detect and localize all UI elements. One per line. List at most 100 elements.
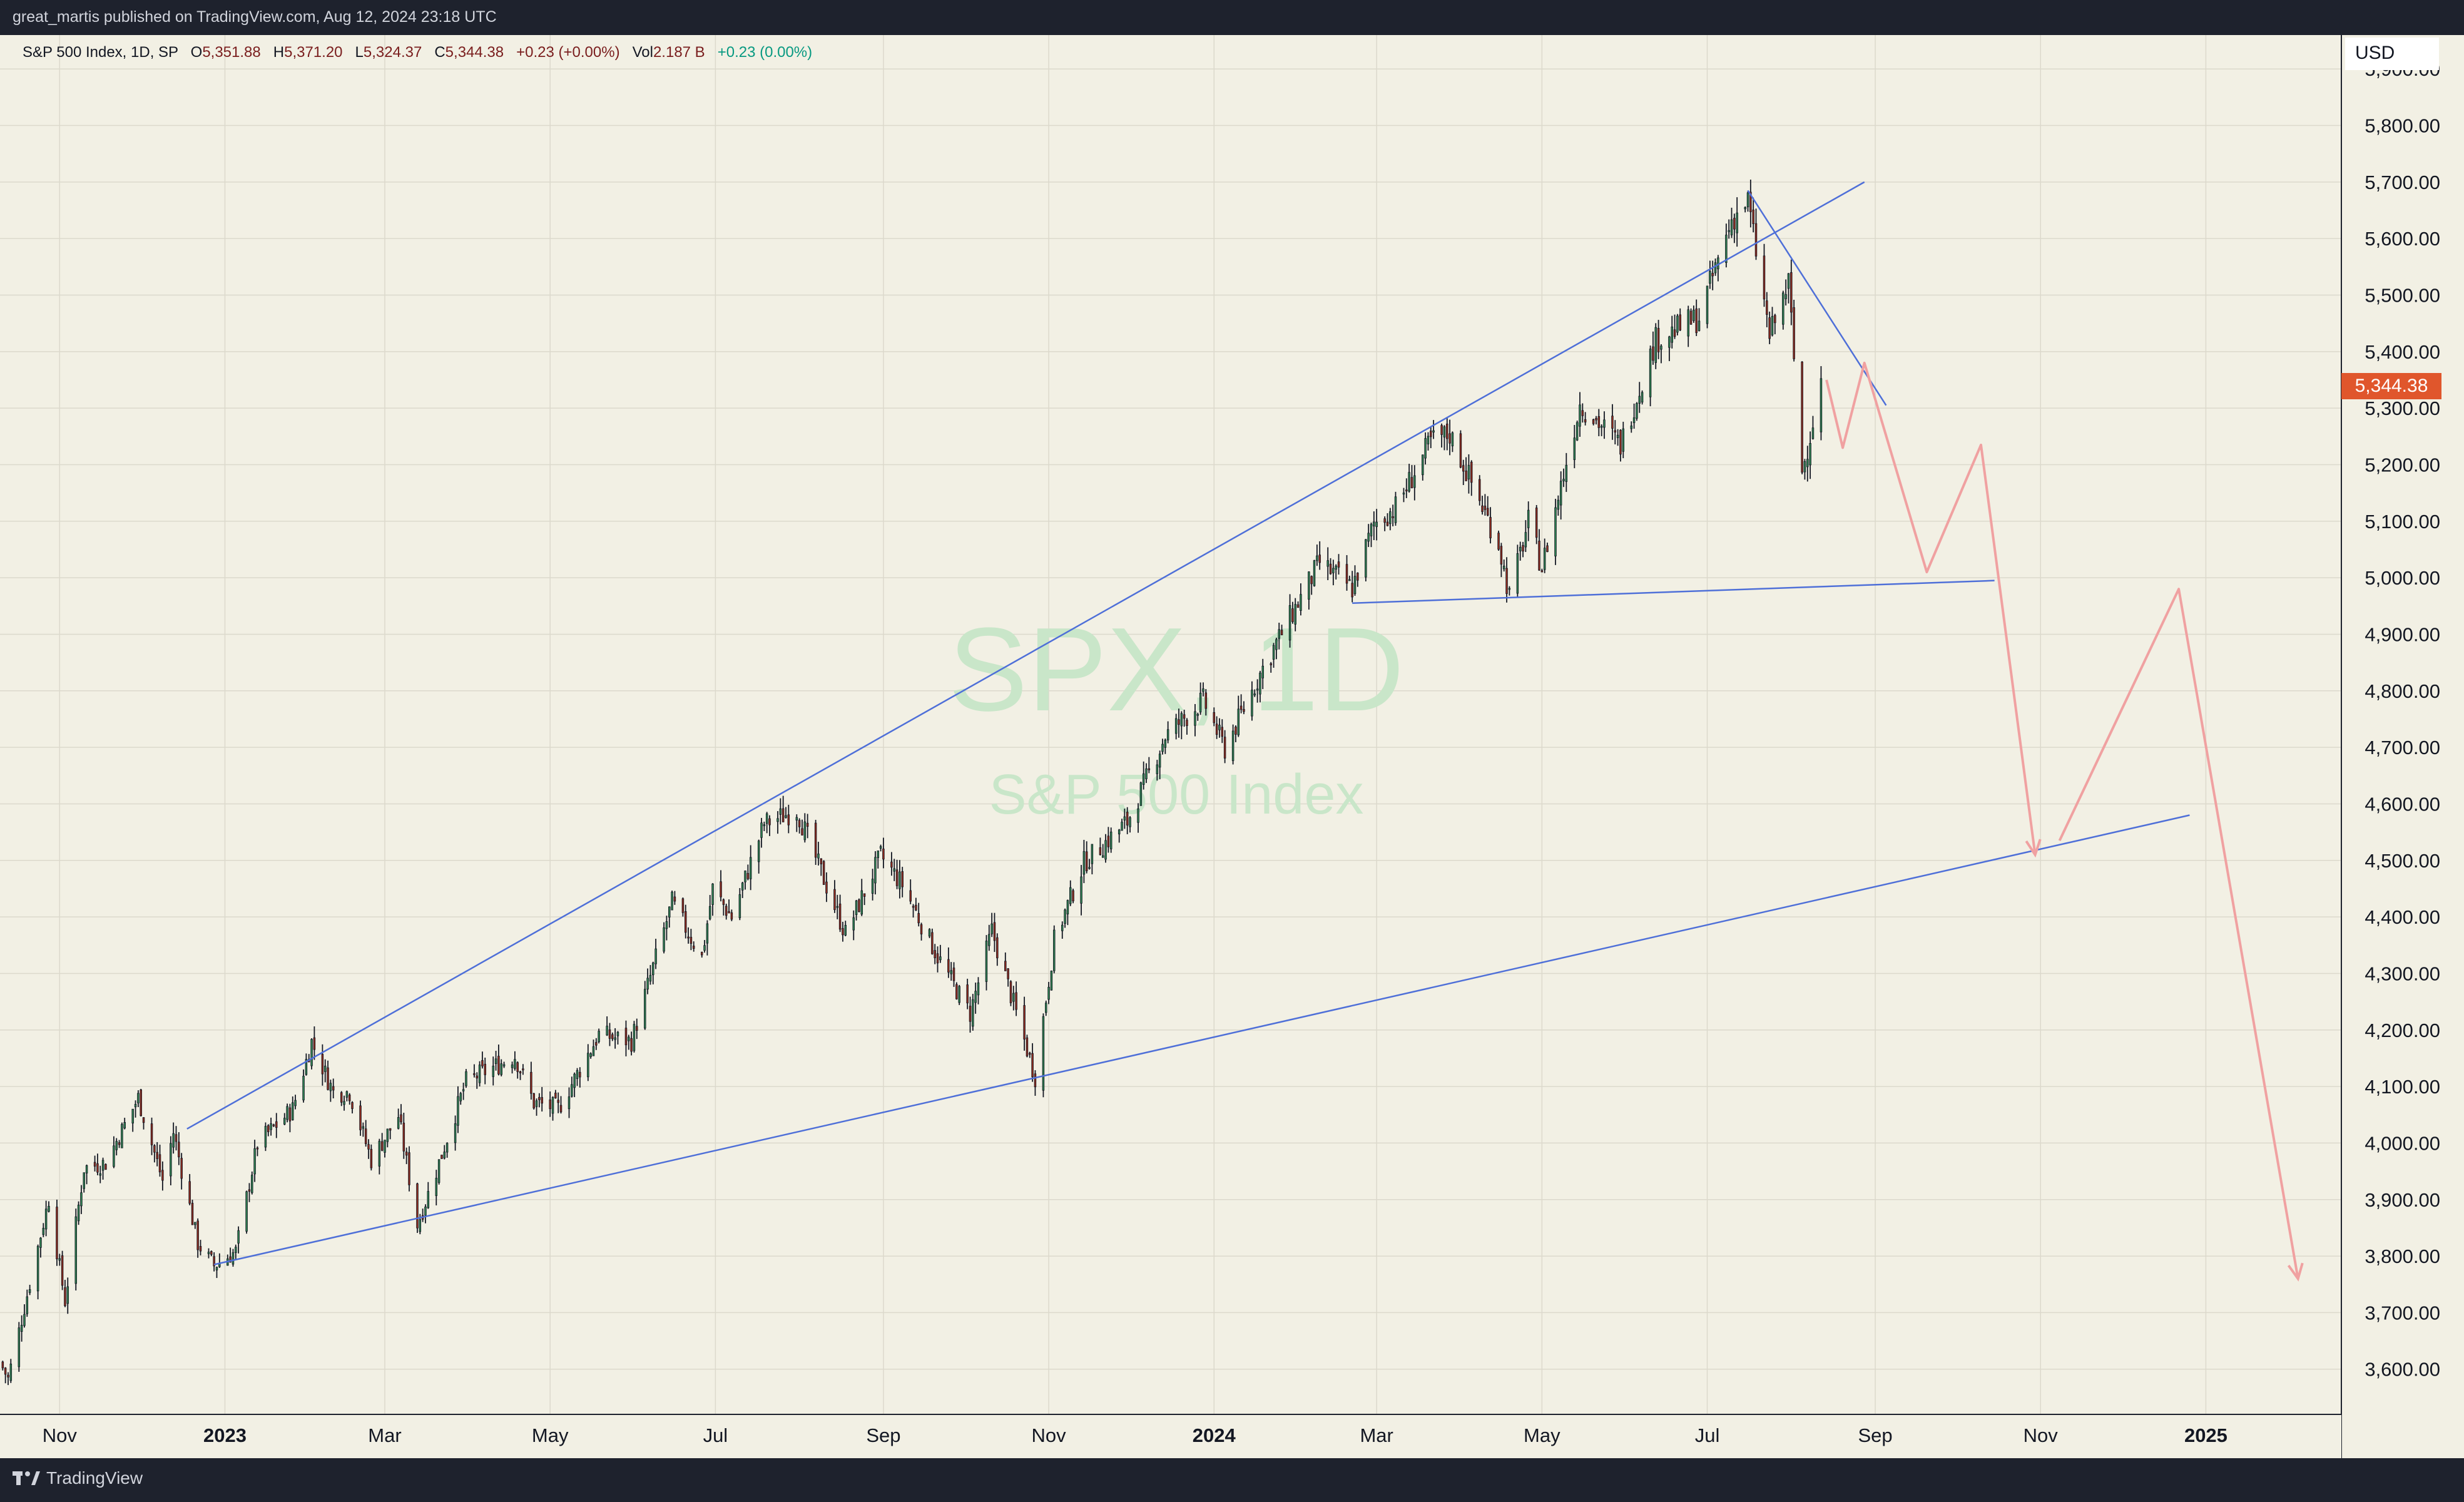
candle [711,883,714,916]
candle [571,1076,573,1098]
candle [1015,981,1017,1016]
candle [18,1322,21,1372]
candle [1099,837,1102,856]
candle [1470,460,1473,496]
candle [1803,459,1806,480]
candle [476,1072,479,1089]
price-axis[interactable]: 3,600.00 3,700.00 3,800.00 3,900.00 4,000.00… [2365,58,2440,1381]
candle [1278,623,1280,650]
candle [1500,543,1503,578]
projection-leg[interactable] [1825,361,2037,856]
candle [1768,311,1771,344]
candle [123,1118,126,1130]
candle [1296,601,1300,608]
currency-selector[interactable]: USD [2345,38,2439,70]
candle [1194,703,1196,737]
candle [497,1045,500,1076]
candle [235,1244,237,1260]
candle [738,887,741,921]
candle [541,1086,543,1112]
candle [172,1122,175,1154]
candle [1410,465,1413,489]
candle [1402,488,1405,503]
candle [28,1284,31,1295]
price-tick-label: 3,900.00 [2365,1189,2440,1211]
candle [178,1132,180,1165]
candle [1310,575,1313,595]
candle [1451,431,1454,452]
candle [134,1100,137,1118]
candle [99,1165,101,1183]
candle [416,1182,419,1234]
candle [1091,844,1094,875]
candle [966,978,969,1009]
candle [1465,457,1467,481]
candle [842,921,844,942]
price-chart[interactable]: SPX, 1D S&P 500 Index 3,600.003,700.003,… [0,0,2464,1458]
trendline[interactable] [186,181,1865,1130]
trendline[interactable] [213,814,2190,1265]
candle [386,1128,389,1148]
time-axis[interactable]: Nov 2023 Mar May Jul Sep Nov 2024 Mar May Jul Sep No… [43,1424,2227,1446]
candle [950,962,952,981]
candle [321,1044,324,1086]
projection-arrowhead [2025,839,2042,858]
candle [1316,544,1318,566]
candle [1584,412,1587,426]
candle [616,1031,619,1045]
candle [803,813,807,843]
candle [1353,565,1357,596]
candle [879,844,882,852]
candle [74,1208,78,1291]
time-tick-label: 2024 [1193,1424,1236,1446]
tradingview-logo[interactable]: TradingView [13,1468,143,1488]
candle [844,921,847,937]
candle [1137,803,1139,833]
candle [1007,968,1009,987]
candle [1448,419,1451,456]
candle [1554,499,1557,565]
candle [20,1315,23,1342]
candle [1486,496,1489,517]
candle [573,1072,576,1098]
trendlines[interactable] [186,181,2190,1265]
price-tick-label: 4,600.00 [2365,793,2440,815]
candle [1736,197,1738,247]
candle [1467,454,1470,494]
candle [39,1237,42,1258]
candle [310,1038,313,1070]
candle [1088,859,1091,870]
candle [158,1145,161,1177]
candle [459,1091,462,1105]
candle [1394,491,1397,526]
candle [652,961,654,984]
projection-arrowhead [2287,1262,2304,1282]
candle [877,851,879,869]
candle [378,1138,381,1175]
price-tick-label: 4,900.00 [2365,623,2440,645]
candle [270,1117,272,1136]
projection-path[interactable] [1825,361,2304,1282]
candle [502,1061,506,1068]
candle [1462,459,1465,486]
candle [424,1204,427,1224]
candle [1820,366,1823,441]
candle [1392,504,1394,527]
candle [977,977,980,1004]
candle [1543,538,1546,573]
candle [1389,508,1392,531]
candle [901,867,904,897]
candle [294,1095,297,1110]
candle [207,1248,210,1259]
trendline[interactable] [1352,580,1995,605]
candle [690,929,693,951]
candle [36,1244,39,1300]
candle [286,1103,288,1123]
candle [765,812,768,834]
candle [9,1359,13,1383]
projection-leg[interactable] [2058,588,2299,1279]
candle [1221,719,1224,743]
candle [248,1183,251,1202]
candle [1430,426,1432,449]
candle [972,994,974,1031]
